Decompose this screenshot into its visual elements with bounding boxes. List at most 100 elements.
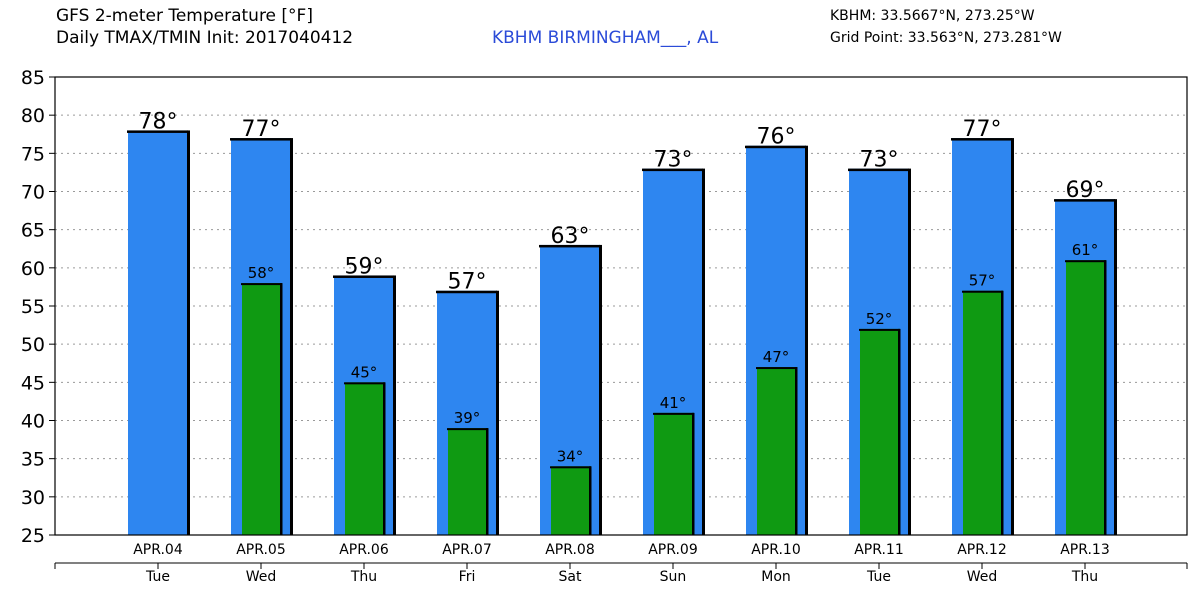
tmin-bar: [757, 367, 797, 535]
x-weekday-label: Tue: [866, 569, 891, 585]
x-weekday-label: Sat: [559, 569, 582, 585]
tmin-bar: [242, 283, 282, 535]
y-tick-label: 30: [21, 487, 45, 509]
tmin-bar-top-edge: [962, 290, 1003, 293]
tmin-bar-right-edge: [486, 428, 489, 535]
y-tick-label: 50: [21, 334, 45, 356]
tmin-bar-right-edge: [280, 283, 283, 535]
x-date-label: APR.06: [339, 542, 389, 558]
tmin-bar: [448, 428, 488, 535]
tmax-value-label: 69°: [1066, 178, 1105, 203]
tmin-value-label: 45°: [351, 363, 378, 381]
tmin-bar-top-edge: [1065, 260, 1106, 263]
tmin-value-label: 47°: [763, 348, 790, 366]
tmax-bar-right-edge: [290, 138, 293, 536]
tmax-value-label: 57°: [448, 270, 487, 295]
tmax-bar-right-edge: [702, 168, 705, 535]
y-tick-label: 35: [21, 449, 45, 471]
tmin-bar-top-edge: [859, 328, 900, 331]
x-weekday-label: Sun: [660, 569, 687, 585]
tmax-bar-right-edge: [496, 290, 499, 535]
tmax-bar-right-edge: [599, 244, 602, 535]
tmin-bar-top-edge: [447, 428, 488, 431]
tmax-bar-top-edge: [333, 275, 394, 278]
y-tick-label: 55: [21, 296, 45, 318]
station-name: KBHM BIRMINGHAM___, AL: [492, 28, 719, 48]
plot-frame: [54, 76, 1188, 536]
x-weekday-label: Thu: [350, 569, 377, 585]
x-date-label: APR.07: [442, 542, 492, 558]
tmax-value-label: 77°: [963, 117, 1002, 142]
tmin-value-label: 58°: [248, 264, 275, 282]
y-tick-label: 60: [21, 258, 45, 280]
tmax-bar-top-edge: [127, 130, 188, 133]
tmax-value-label: 73°: [654, 148, 693, 173]
x-weekday-label: Wed: [967, 569, 998, 585]
tmin-bar-top-edge: [344, 382, 385, 385]
tmin-bar: [345, 382, 385, 535]
x-date-label: APR.08: [545, 542, 595, 558]
x-weekday-label: Wed: [246, 569, 277, 585]
tmin-bar-top-edge: [756, 367, 797, 370]
tmax-bar-right-edge: [393, 275, 396, 535]
tmin-bar-right-edge: [795, 367, 798, 535]
tmax-bar-top-edge: [230, 138, 291, 141]
tmin-bar-right-edge: [1001, 290, 1004, 535]
tmax-bar-top-edge: [848, 168, 909, 172]
tmin-value-label: 57°: [969, 272, 996, 290]
tmin-bar: [1066, 260, 1106, 535]
station-coordinates: KBHM: 33.5667°N, 273.25°W: [830, 8, 1035, 24]
tmax-bar-right-edge: [187, 130, 190, 535]
tmax-bar-top-edge: [436, 290, 497, 294]
y-tick-label: 25: [21, 525, 45, 547]
tmax-bar-top-edge: [642, 168, 703, 172]
tmin-bar-right-edge: [383, 382, 386, 535]
grid-point-coordinates: Grid Point: 33.563°N, 273.281°W: [830, 30, 1062, 46]
y-tick-label: 65: [21, 220, 45, 242]
tmin-bar-right-edge: [1104, 260, 1107, 535]
tmax-bar-right-edge: [908, 168, 911, 535]
tmin-bar: [551, 466, 591, 535]
x-date-label: APR.12: [957, 542, 1007, 558]
y-tick-label: 45: [21, 372, 45, 394]
tmin-bar-top-edge: [241, 283, 282, 286]
x-weekday-label: Fri: [459, 569, 476, 585]
tmax-bar-top-edge: [1054, 199, 1115, 202]
tmax-value-label: 76°: [757, 125, 796, 150]
tmax-bar-top-edge: [539, 244, 600, 248]
tmin-bar-top-edge: [653, 412, 694, 415]
tmax-bar-top-edge: [951, 138, 1012, 141]
y-tick-label: 40: [21, 411, 45, 433]
tmin-bar: [654, 412, 694, 535]
tmin-bar: [963, 290, 1003, 535]
x-date-label: APR.10: [751, 542, 801, 558]
y-tick-label: 75: [21, 143, 45, 165]
x-date-label: APR.11: [854, 542, 904, 558]
tmax-bar-right-edge: [805, 145, 808, 535]
tmin-value-label: 52°: [866, 310, 893, 328]
tmax-bar-top-edge: [745, 145, 806, 149]
tmin-bar: [860, 328, 900, 535]
tmin-bar-right-edge: [692, 412, 695, 535]
tmax-value-label: 63°: [551, 224, 590, 249]
tmin-value-label: 34°: [557, 447, 584, 465]
tmin-value-label: 41°: [660, 394, 687, 412]
tmin-value-label: 39°: [454, 409, 481, 427]
y-tick-label: 70: [21, 182, 45, 204]
x-date-label: APR.05: [236, 542, 286, 558]
tmin-bar-top-edge: [550, 466, 591, 469]
x-weekday-label: Mon: [761, 569, 791, 585]
tmax-value-label: 77°: [242, 117, 281, 142]
tmax-value-label: 78°: [139, 109, 178, 134]
chart-subtitle: Daily TMAX/TMIN Init: 2017040412: [56, 28, 354, 48]
x-weekday-label: Thu: [1071, 569, 1098, 585]
tmin-bar-right-edge: [898, 328, 901, 535]
tmax-bar-right-edge: [1011, 138, 1014, 536]
tmin-bar-right-edge: [589, 466, 592, 535]
x-weekday-label: Tue: [145, 569, 170, 585]
chart-title: GFS 2-meter Temperature [°F]: [56, 6, 313, 26]
x-date-label: APR.13: [1060, 542, 1110, 558]
y-tick-label: 80: [21, 105, 45, 127]
tmax-bar-right-edge: [1114, 199, 1117, 535]
